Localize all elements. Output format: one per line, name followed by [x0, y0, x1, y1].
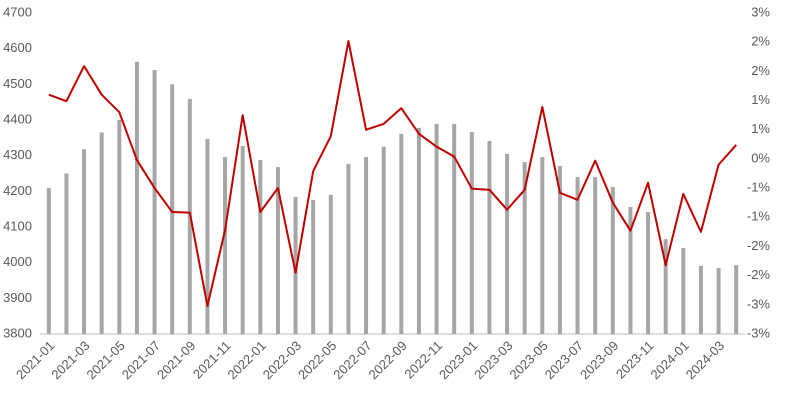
y2-tick-label: -2% — [747, 238, 771, 253]
bar — [134, 61, 139, 334]
x-tick-label: 2024-01 — [648, 338, 692, 382]
bar — [64, 173, 69, 334]
x-tick-label: 2023-01 — [436, 338, 480, 382]
bar — [434, 123, 439, 334]
bar — [99, 132, 104, 334]
line — [48, 40, 737, 307]
y-tick-label: 4000 — [3, 254, 32, 269]
x-tick-label: 2023-03 — [471, 338, 515, 382]
bar — [646, 212, 651, 334]
bar — [698, 265, 703, 334]
bar — [575, 177, 580, 334]
y-tick-label: 3900 — [3, 290, 32, 305]
y2-tick-label: 1% — [751, 121, 770, 136]
y-tick-label: 4300 — [3, 147, 32, 162]
x-tick-label: 2021-03 — [48, 338, 92, 382]
bar — [452, 123, 457, 334]
bar — [46, 188, 51, 334]
bar — [258, 159, 263, 334]
bar — [328, 194, 333, 334]
y2-tick-label: 0% — [751, 150, 770, 165]
y2-tick-label: 3% — [751, 4, 770, 19]
bar — [522, 162, 527, 334]
bar — [734, 265, 739, 334]
bar — [223, 157, 228, 334]
bar — [716, 268, 721, 334]
bar — [240, 146, 245, 334]
bar — [469, 132, 474, 334]
x-tick-label: 2022-05 — [295, 338, 339, 382]
x-tick-label: 2021-01 — [13, 338, 57, 382]
x-tick-label: 2023-09 — [577, 338, 621, 382]
bar — [557, 166, 562, 334]
x-tick-label: 2022-07 — [330, 338, 374, 382]
y2-tick-label: 2% — [751, 34, 770, 49]
y2-tick-label: 2% — [751, 63, 770, 78]
y-tick-label: 4200 — [3, 183, 32, 198]
bar — [311, 199, 316, 334]
y2-tick-label: 1% — [751, 92, 770, 107]
x-tick-label: 2022-01 — [225, 338, 269, 382]
bar — [416, 127, 421, 334]
x-tick-label: 2021-09 — [154, 338, 198, 382]
bar — [381, 146, 386, 334]
y-tick-label: 4700 — [3, 4, 32, 19]
y-tick-label: 3800 — [3, 325, 32, 340]
bar — [152, 70, 157, 335]
x-tick-label: 2021-07 — [119, 338, 163, 382]
bar — [275, 167, 280, 334]
y-tick-label: 4500 — [3, 76, 32, 91]
bar — [82, 149, 87, 334]
bar — [293, 197, 298, 334]
bar — [399, 133, 404, 334]
y2-tick-label: -2% — [747, 267, 771, 282]
x-tick-label: 2022-03 — [260, 338, 304, 382]
y2-tick-label: -3% — [747, 296, 771, 311]
y-tick-label: 4600 — [3, 40, 32, 55]
bar — [593, 177, 598, 334]
bar — [610, 187, 615, 334]
bar — [540, 157, 545, 334]
y2-tick-label: -3% — [747, 325, 771, 340]
bar — [628, 207, 633, 334]
bar — [205, 138, 210, 334]
bar — [346, 163, 351, 334]
bar — [364, 157, 369, 334]
bar — [505, 153, 510, 334]
x-tick-label: 2024-03 — [683, 338, 727, 382]
bar — [681, 248, 686, 334]
x-tick-label: 2023-07 — [542, 338, 586, 382]
bar — [663, 239, 668, 334]
y2-tick-label: -1% — [747, 180, 771, 195]
bar — [487, 141, 492, 334]
y-tick-label: 4400 — [3, 111, 32, 126]
y-tick-label: 4100 — [3, 218, 32, 233]
y2-tick-label: -1% — [747, 209, 771, 224]
x-tick-label: 2022-09 — [366, 338, 410, 382]
bar — [117, 120, 122, 334]
bar — [170, 84, 175, 334]
x-tick-label: 2023-05 — [507, 338, 551, 382]
x-tick-label: 2021-05 — [84, 338, 128, 382]
